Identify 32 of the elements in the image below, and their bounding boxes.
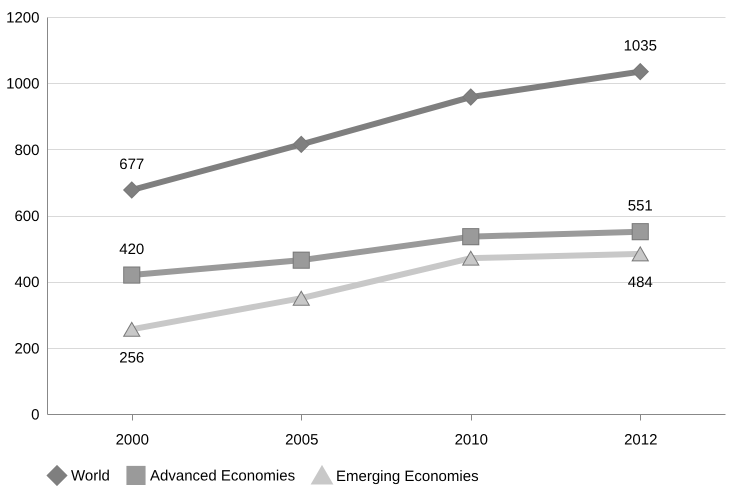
- point: [632, 246, 649, 262]
- point: [462, 88, 480, 106]
- point: [292, 136, 310, 153]
- legend-label: Emerging Economies: [336, 468, 479, 485]
- point: [632, 63, 649, 80]
- data-label: 256: [119, 349, 144, 366]
- point: [123, 322, 140, 337]
- y-tick-label: 400: [14, 274, 40, 292]
- data-label: 420: [119, 241, 144, 258]
- point: [632, 223, 649, 240]
- y-tick-label: 600: [14, 208, 40, 225]
- y-tick-label: 1200: [6, 10, 40, 26]
- x-tick-label: 2010: [454, 432, 488, 448]
- point: [123, 181, 140, 199]
- point: [462, 228, 480, 246]
- y-tick-label: 800: [14, 142, 40, 159]
- data-label: 551: [628, 198, 653, 215]
- legend-label: Advanced Economies: [150, 467, 296, 484]
- data-label: 677: [119, 156, 144, 174]
- point: [462, 250, 480, 266]
- legend-label: World: [71, 467, 110, 484]
- point: [123, 266, 140, 284]
- x-tick-label: 2012: [624, 432, 658, 448]
- data-label: 1035: [624, 38, 657, 55]
- y-tick-label: 200: [14, 340, 40, 358]
- y-tick-label: 0: [31, 406, 40, 424]
- x-tick-label: 2005: [285, 432, 318, 448]
- y-tick-label: 1000: [6, 76, 40, 93]
- x-tick-label: 2000: [116, 432, 149, 448]
- point: [292, 252, 310, 269]
- data-label: 484: [628, 274, 653, 291]
- point: [292, 290, 310, 306]
